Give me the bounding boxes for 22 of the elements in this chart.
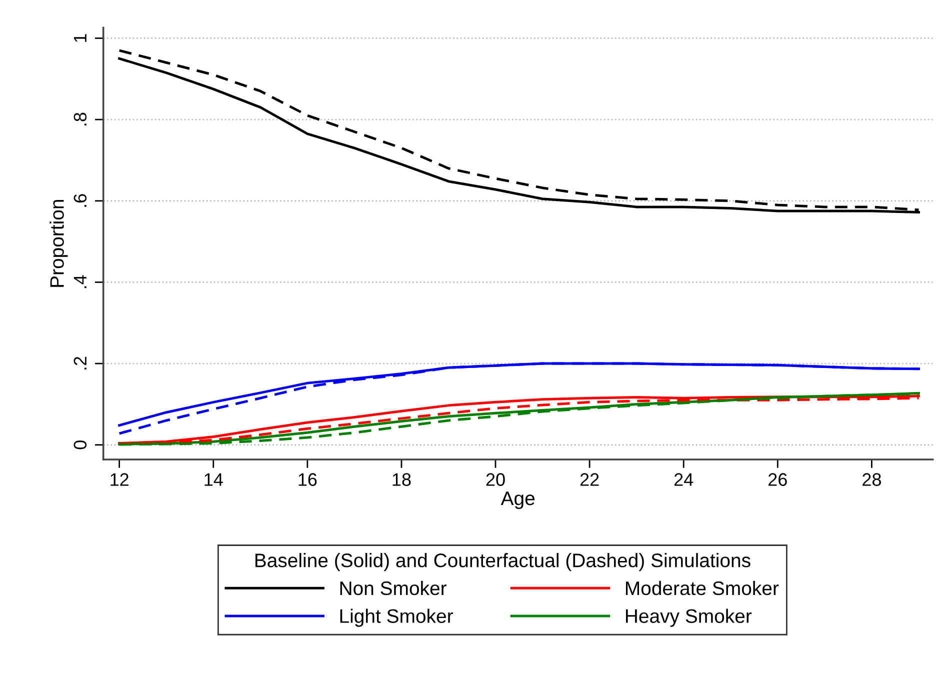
legend-label: Moderate Smoker [626, 580, 779, 596]
x-axis-title: Age [500, 492, 535, 510]
y-tick-label: .2 [74, 356, 86, 370]
y-tick-label: .8 [74, 112, 87, 126]
x-tick-label: 16 [298, 473, 317, 486]
legend-label: Light Smoker [340, 608, 453, 627]
y-tick-label: 0 [74, 440, 87, 450]
y-axis-title: Proportion [50, 200, 68, 287]
x-tick-label: 24 [674, 473, 694, 486]
x-tick-label: 14 [204, 473, 223, 486]
x-tick-label: 26 [768, 473, 787, 486]
y-tick-label: .4 [74, 275, 86, 288]
x-tick-label: 12 [110, 473, 128, 486]
y-tick-label: 1 [74, 34, 86, 42]
x-tick-label: 20 [486, 473, 505, 486]
x-tick-label: 28 [862, 473, 881, 486]
y-tick-label: .6 [74, 194, 87, 207]
legend-title: Baseline (Solid) and Counterfactual (Dashed) Simulations [255, 553, 750, 572]
legend-label: Non Smoker [340, 580, 446, 596]
x-tick-label: 18 [392, 473, 411, 486]
legend-label: Heavy Smoker [626, 608, 752, 627]
x-tick-label: 22 [580, 473, 599, 486]
